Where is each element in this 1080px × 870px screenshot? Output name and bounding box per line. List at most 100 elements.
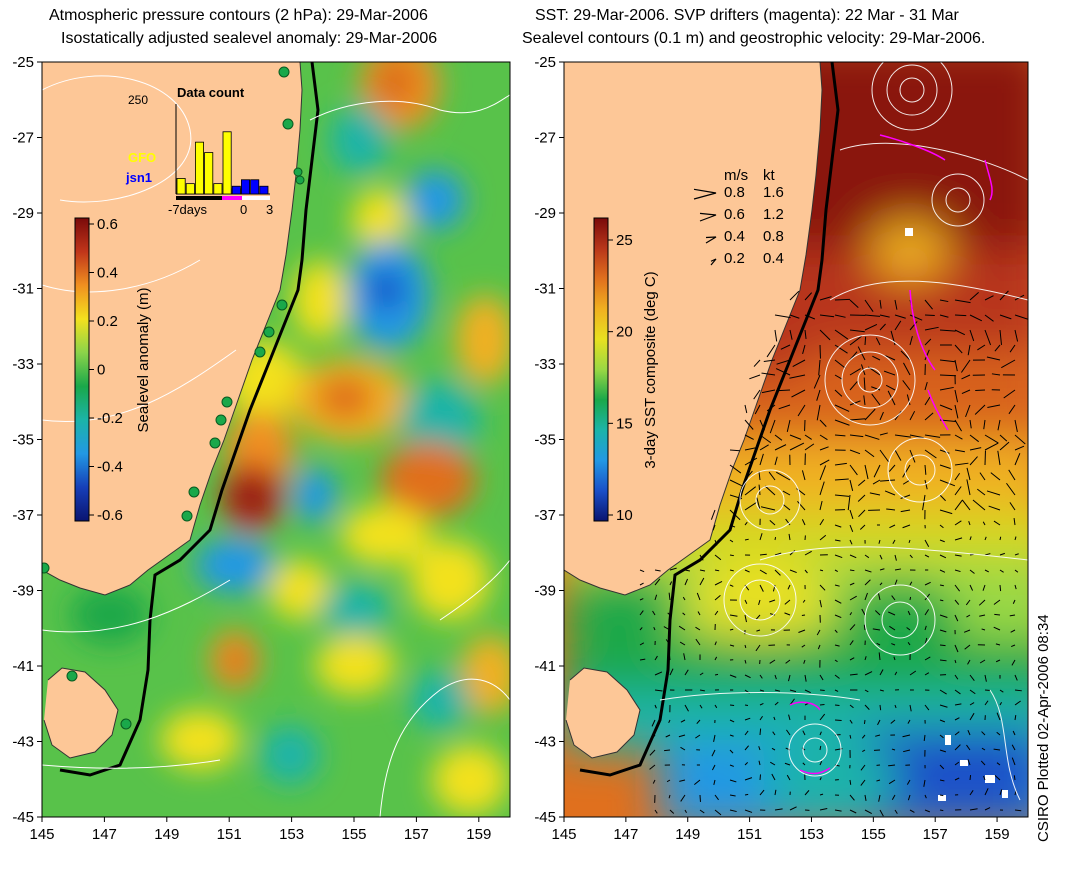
velocity-arrow <box>819 713 826 721</box>
velocity-arrow <box>744 447 756 451</box>
velocity-arrow <box>1012 599 1016 604</box>
sealevel-colorbar-tick: 0.2 <box>97 313 118 330</box>
velocity-arrow <box>639 610 644 616</box>
velocity-arrow <box>863 719 866 724</box>
velocity-arrow <box>986 356 1001 361</box>
velocity-arrow <box>744 419 754 430</box>
velocity-arrow <box>954 389 959 403</box>
velocity-arrow <box>817 644 821 650</box>
sealevel-colorbar-tick: -0.2 <box>97 410 123 427</box>
velocity-arrow <box>729 794 736 797</box>
velocity-arrow <box>864 464 869 480</box>
velocity-arrow <box>694 779 701 786</box>
velocity-arrow <box>877 719 881 726</box>
right-x-tick-label: 153 <box>799 826 824 843</box>
velocity-legend-kt: 1.6 <box>763 184 784 201</box>
left-y-tick-label: -43 <box>12 734 34 751</box>
velocity-arrow <box>984 295 994 301</box>
velocity-arrow <box>819 569 824 572</box>
velocity-arrow <box>773 716 776 721</box>
velocity-arrow <box>1014 700 1021 706</box>
velocity-arrow <box>909 809 915 813</box>
velocity-arrow <box>939 554 947 559</box>
velocity-arrow <box>834 404 850 412</box>
velocity-arrow <box>864 449 875 458</box>
velocity-arrow <box>849 794 855 801</box>
velocity-arrow <box>879 554 883 560</box>
velocity-arrow <box>744 501 757 511</box>
velocity-arrow <box>902 380 911 391</box>
velocity-arrow <box>879 704 882 711</box>
velocity-arrow <box>654 594 658 601</box>
left-x-tick-label: 149 <box>154 826 179 843</box>
velocity-arrow <box>872 628 881 631</box>
velocity-arrow <box>744 659 747 664</box>
velocity-arrow <box>849 299 859 309</box>
velocity-arrow <box>879 568 885 571</box>
data-count-max-label: 250 <box>128 93 148 107</box>
velocity-arrow <box>834 719 842 722</box>
velocity-arrow <box>819 689 825 692</box>
velocity-arrow <box>967 344 971 356</box>
velocity-arrow <box>996 731 1001 736</box>
velocity-arrow <box>981 747 986 751</box>
velocity-arrow <box>680 719 686 723</box>
velocity-arrow <box>924 704 930 711</box>
velocity-arrow <box>885 355 896 361</box>
velocity-arrow <box>834 314 846 318</box>
velocity-arrow <box>869 492 881 496</box>
velocity-arrow <box>744 486 757 496</box>
velocity-arrow <box>834 554 843 559</box>
velocity-arrow <box>864 689 869 693</box>
velocity-arrow <box>778 404 791 410</box>
left-y-tick-label: -39 <box>12 583 34 600</box>
velocity-arrow <box>654 809 658 814</box>
velocity-arrow <box>784 762 791 766</box>
velocity-arrow <box>939 404 953 411</box>
velocity-arrow <box>874 610 881 616</box>
velocity-arrow <box>969 702 975 706</box>
geostrophic-velocity-arrows <box>639 290 1028 817</box>
velocity-arrow <box>834 644 840 647</box>
velocity-arrow <box>683 653 686 661</box>
velocity-arrow <box>729 644 735 647</box>
velocity-arrow <box>1011 644 1016 648</box>
velocity-arrow <box>834 359 846 369</box>
velocity-legend-arrow <box>699 212 717 222</box>
velocity-arrow <box>1014 584 1017 590</box>
velocity-arrow <box>819 731 822 736</box>
coastline <box>564 62 823 759</box>
velocity-arrow <box>729 524 736 528</box>
velocity-arrow <box>699 689 705 692</box>
velocity-arrow <box>891 595 896 601</box>
gfo-count-bar <box>194 141 204 195</box>
velocity-arrow <box>860 764 866 771</box>
velocity-arrow <box>849 624 856 631</box>
velocity-arrow <box>775 368 791 376</box>
velocity-arrow <box>894 671 898 676</box>
right-y-tick-label: -39 <box>534 583 556 600</box>
velocity-arrow <box>1009 344 1016 353</box>
velocity-arrow <box>849 809 857 814</box>
velocity-arrow <box>729 449 740 452</box>
velocity-arrow <box>954 689 961 695</box>
velocity-arrow <box>804 689 811 694</box>
velocity-arrow <box>876 642 881 646</box>
right-x-tick-label: 157 <box>923 826 948 843</box>
velocity-arrow <box>968 520 971 526</box>
left-map-axes: 145 147 149 151 153 155 157 159 -25 -27 -29 -31 -33 -… <box>12 54 491 843</box>
velocity-arrow <box>961 389 971 395</box>
velocity-arrow <box>976 488 986 496</box>
velocity-arrow <box>954 761 960 766</box>
velocity-arrow <box>834 494 850 497</box>
velocity-arrow <box>769 520 776 526</box>
velocity-arrow <box>789 290 800 301</box>
velocity-arrow <box>834 674 840 679</box>
velocity-arrow <box>861 734 866 739</box>
gfo-count-bar <box>204 152 214 195</box>
velocity-arrow <box>1014 314 1028 320</box>
velocity-arrow <box>744 745 750 751</box>
velocity-arrow <box>849 449 861 455</box>
sealevel-colorbar: 0.6 0.4 0.2 0 -0.2 -0.4 -0.6 Sealevel anomaly … <box>74 216 152 524</box>
velocity-arrow <box>680 746 686 751</box>
